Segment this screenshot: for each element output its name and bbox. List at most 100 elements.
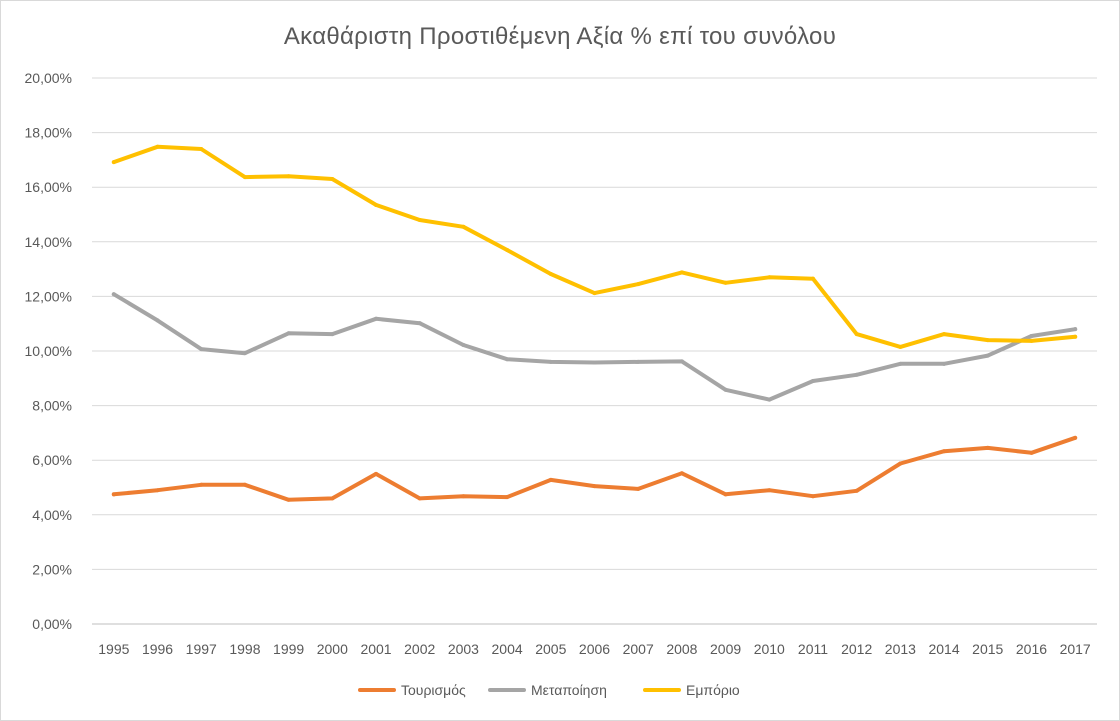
data-point bbox=[111, 292, 116, 297]
x-tick-label: 1999 bbox=[273, 641, 304, 657]
data-point bbox=[330, 177, 335, 182]
data-point bbox=[505, 357, 510, 362]
data-point bbox=[461, 342, 466, 347]
y-tick-label: 20,00% bbox=[25, 70, 72, 86]
data-point bbox=[592, 484, 597, 489]
series-lines bbox=[111, 144, 1078, 502]
data-point bbox=[985, 338, 990, 343]
data-point bbox=[1073, 334, 1078, 339]
data-point bbox=[723, 387, 728, 392]
data-point bbox=[155, 318, 160, 323]
x-tick-label: 2008 bbox=[666, 641, 697, 657]
legend-label: Μεταποίηση bbox=[531, 682, 607, 698]
series-1 bbox=[111, 435, 1078, 502]
data-point bbox=[679, 270, 684, 275]
data-point bbox=[548, 272, 553, 277]
x-tick-label: 2015 bbox=[972, 641, 1003, 657]
data-point bbox=[985, 445, 990, 450]
data-point bbox=[111, 160, 116, 165]
data-point bbox=[898, 461, 903, 466]
y-tick-label: 16,00% bbox=[25, 179, 72, 195]
data-point bbox=[1029, 338, 1034, 343]
data-point bbox=[199, 482, 204, 487]
data-point bbox=[810, 276, 815, 281]
y-tick-label: 10,00% bbox=[25, 343, 72, 359]
data-point bbox=[898, 344, 903, 349]
data-point bbox=[155, 488, 160, 493]
data-point bbox=[461, 224, 466, 229]
data-point bbox=[942, 449, 947, 454]
data-point bbox=[505, 247, 510, 252]
series-2 bbox=[111, 292, 1078, 402]
data-point bbox=[155, 144, 160, 149]
data-point bbox=[374, 202, 379, 207]
data-point bbox=[330, 332, 335, 337]
data-point bbox=[636, 282, 641, 287]
x-tick-label: 1998 bbox=[229, 641, 260, 657]
series-line bbox=[111, 144, 1078, 349]
chart-title: Ακαθάριστη Προστιθέμενη Αξία % επί του σ… bbox=[284, 23, 836, 50]
y-tick-label: 0,00% bbox=[32, 616, 72, 632]
y-tick-label: 8,00% bbox=[32, 398, 72, 414]
data-point bbox=[942, 361, 947, 366]
data-point bbox=[854, 332, 859, 337]
data-point bbox=[1029, 450, 1034, 455]
data-point bbox=[461, 494, 466, 499]
x-tick-label: 2001 bbox=[360, 641, 391, 657]
y-tick-label: 6,00% bbox=[32, 452, 72, 468]
x-tick-label: 2002 bbox=[404, 641, 435, 657]
gridlines bbox=[92, 77, 1097, 625]
data-point bbox=[723, 280, 728, 285]
legend-item: Μεταποίηση bbox=[488, 682, 607, 698]
y-axis-ticks: 0,00% 2,00% 4,00% 6,00% 8,00% 10,00% 12,00% 14,… bbox=[25, 70, 72, 632]
data-point bbox=[417, 496, 422, 501]
data-point bbox=[942, 332, 947, 337]
data-point bbox=[1073, 327, 1078, 332]
data-point bbox=[374, 471, 379, 476]
data-point bbox=[548, 359, 553, 364]
data-point bbox=[417, 217, 422, 222]
y-tick-label: 12,00% bbox=[25, 288, 72, 304]
data-point bbox=[417, 321, 422, 326]
data-point bbox=[767, 397, 772, 402]
data-point bbox=[330, 496, 335, 501]
data-point bbox=[767, 275, 772, 280]
x-tick-label: 1996 bbox=[142, 641, 173, 657]
x-tick-label: 2011 bbox=[798, 641, 828, 657]
data-point bbox=[985, 353, 990, 358]
data-point bbox=[767, 488, 772, 493]
data-point bbox=[854, 488, 859, 493]
y-tick-label: 2,00% bbox=[32, 561, 72, 577]
data-point bbox=[1073, 435, 1078, 440]
x-tick-label: 2009 bbox=[710, 641, 741, 657]
x-tick-label: 2014 bbox=[928, 641, 959, 657]
data-point bbox=[810, 379, 815, 384]
y-tick-label: 4,00% bbox=[32, 507, 72, 523]
x-tick-label: 2007 bbox=[623, 641, 654, 657]
x-tick-label: 2017 bbox=[1060, 641, 1091, 657]
x-tick-label: 2016 bbox=[1016, 641, 1047, 657]
data-point bbox=[1029, 333, 1034, 338]
x-tick-label: 2010 bbox=[754, 641, 785, 657]
data-point bbox=[242, 351, 247, 356]
data-point bbox=[636, 486, 641, 491]
data-point bbox=[374, 316, 379, 321]
x-tick-label: 2013 bbox=[885, 641, 916, 657]
x-tick-label: 2006 bbox=[579, 641, 610, 657]
data-point bbox=[592, 360, 597, 365]
data-point bbox=[111, 492, 116, 497]
data-point bbox=[854, 372, 859, 377]
legend: Τουρισμός Μεταποίηση Εμπόριο bbox=[358, 682, 740, 698]
legend-label: Τουρισμός bbox=[401, 682, 466, 698]
data-point bbox=[898, 361, 903, 366]
series-3 bbox=[111, 144, 1078, 349]
y-tick-label: 18,00% bbox=[25, 125, 72, 141]
legend-item: Τουρισμός bbox=[358, 682, 466, 698]
y-tick-label: 14,00% bbox=[25, 234, 72, 250]
data-point bbox=[592, 291, 597, 296]
x-tick-label: 1997 bbox=[186, 641, 217, 657]
x-tick-label: 2003 bbox=[448, 641, 479, 657]
data-point bbox=[242, 175, 247, 180]
x-tick-label: 1995 bbox=[98, 641, 129, 657]
